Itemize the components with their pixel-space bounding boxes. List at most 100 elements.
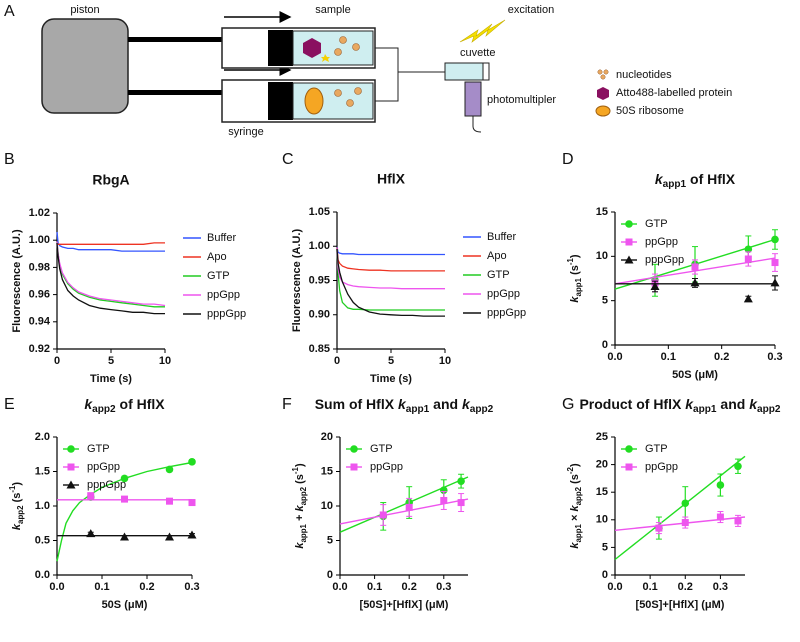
piston-label: piston bbox=[70, 4, 99, 16]
x-tick-label: 0 bbox=[54, 355, 60, 367]
x-tick-label: 0 bbox=[334, 355, 340, 367]
syringe-label: syringe bbox=[228, 126, 263, 138]
text-segment: + bbox=[294, 512, 306, 525]
legend-label: 50S ribosome bbox=[616, 105, 684, 117]
photomultiplier bbox=[464, 81, 482, 117]
y-tick-label: 0 bbox=[327, 569, 333, 581]
x-axis-label: 50S (μM) bbox=[102, 599, 148, 611]
data-point bbox=[439, 486, 448, 494]
legend-label: GTP bbox=[370, 443, 393, 455]
nucleotide bbox=[334, 48, 342, 56]
y-tick-label: 20 bbox=[321, 431, 333, 443]
text-segment: k bbox=[655, 171, 664, 187]
data-point bbox=[165, 532, 174, 541]
series-line bbox=[336, 248, 445, 311]
series-line bbox=[336, 246, 445, 256]
chart-title: HflX bbox=[377, 171, 406, 187]
text-segment: ) bbox=[569, 254, 581, 258]
excitation-label: excitation bbox=[508, 4, 554, 16]
text-segment: of HflX bbox=[686, 171, 736, 187]
y-tick-label: 15 bbox=[596, 486, 608, 498]
fit-line bbox=[614, 516, 746, 531]
y-tick-label: 0.85 bbox=[309, 343, 330, 355]
y-tick-label: 0.95 bbox=[309, 274, 330, 286]
x-tick-label: 10 bbox=[159, 355, 171, 367]
text-segment: Sum of HflX bbox=[315, 396, 398, 412]
fit-line bbox=[339, 476, 469, 533]
data-point bbox=[86, 529, 96, 538]
data-point bbox=[734, 462, 742, 471]
fit-line bbox=[339, 498, 469, 525]
legend-label: GTP bbox=[645, 443, 668, 455]
text-segment: -1 bbox=[566, 258, 575, 266]
y-tick-label: 10 bbox=[596, 514, 608, 526]
x-tick-label: 0.0 bbox=[607, 351, 622, 363]
text-segment: k bbox=[569, 542, 581, 549]
x-tick-label: 0.1 bbox=[661, 351, 676, 363]
chart-title: Sum of HflX kapp1 and kapp2 bbox=[315, 396, 494, 415]
x-tick-label: 0.2 bbox=[402, 581, 417, 593]
legend-marker bbox=[350, 445, 358, 453]
text-segment: (s bbox=[11, 493, 23, 506]
legend-marker bbox=[67, 463, 75, 471]
data-point bbox=[716, 513, 724, 521]
text-segment: app1 bbox=[299, 523, 308, 542]
text-segment: and bbox=[717, 396, 750, 412]
y-tick-label: 0.92 bbox=[29, 343, 50, 355]
text-segment: app2 bbox=[16, 505, 25, 524]
data-point bbox=[771, 235, 779, 244]
x-tick-label: 0.1 bbox=[642, 581, 657, 593]
data-point bbox=[457, 477, 465, 485]
text-segment: app1 bbox=[574, 277, 583, 296]
series-line bbox=[336, 248, 445, 290]
x-tick-label: 0.0 bbox=[607, 581, 622, 593]
y-tick-label: 2.0 bbox=[35, 431, 50, 443]
legend-label: ppGpp bbox=[207, 289, 240, 301]
x-tick-label: 0.3 bbox=[184, 581, 199, 593]
text-segment: app1 bbox=[663, 179, 687, 190]
text-segment: k bbox=[749, 396, 758, 412]
text-segment: ) bbox=[11, 482, 23, 486]
legend-label: Apo bbox=[487, 250, 507, 262]
data-point bbox=[691, 263, 699, 271]
text-segment: k bbox=[398, 396, 407, 412]
data-point bbox=[650, 281, 660, 290]
legend-marker bbox=[350, 463, 358, 471]
data-point bbox=[457, 499, 465, 507]
text-segment: k bbox=[569, 296, 581, 303]
panel-label: C bbox=[282, 151, 294, 168]
text-segment: ) bbox=[294, 463, 306, 467]
tubing bbox=[375, 47, 399, 102]
x-axis-label: Time (s) bbox=[90, 373, 132, 385]
data-point bbox=[440, 496, 448, 504]
nucleotide bbox=[354, 87, 362, 95]
legend-label: Buffer bbox=[207, 232, 236, 244]
data-point bbox=[188, 499, 196, 507]
data-point bbox=[744, 255, 752, 263]
y-tick-label: 1.5 bbox=[35, 465, 50, 477]
text-segment: app1 bbox=[406, 404, 430, 415]
series-line bbox=[56, 242, 165, 245]
data-point bbox=[681, 519, 689, 527]
text-segment: app2 bbox=[470, 404, 494, 415]
y-axis-label: kapp1 + kapp2 (s-1) bbox=[291, 463, 308, 549]
series-line bbox=[336, 247, 445, 272]
legend-label: Buffer bbox=[487, 231, 516, 243]
y-tick-label: 15 bbox=[596, 206, 608, 218]
legend-label: GTP bbox=[87, 443, 110, 455]
sample-chamber bbox=[292, 30, 374, 66]
legend-icon bbox=[595, 105, 611, 117]
legend-label: ppGpp bbox=[87, 461, 120, 473]
cuvette-label: cuvette bbox=[460, 47, 495, 59]
text-segment: k bbox=[569, 505, 581, 512]
chart: C HflX 0 5 10 0.85 0.90 0.95 1.00 1.05 Time (s) Flu… bbox=[282, 151, 526, 385]
nucleotide bbox=[334, 89, 342, 97]
series-line bbox=[56, 241, 166, 307]
cuvette-cap bbox=[482, 62, 490, 81]
text-segment: of HflX bbox=[116, 396, 166, 412]
nucleotide bbox=[352, 43, 360, 51]
y-tick-label: 10 bbox=[596, 250, 608, 262]
text-segment: × bbox=[569, 512, 581, 525]
chart-title: Product of HflX kapp1 and kapp2 bbox=[579, 396, 780, 415]
